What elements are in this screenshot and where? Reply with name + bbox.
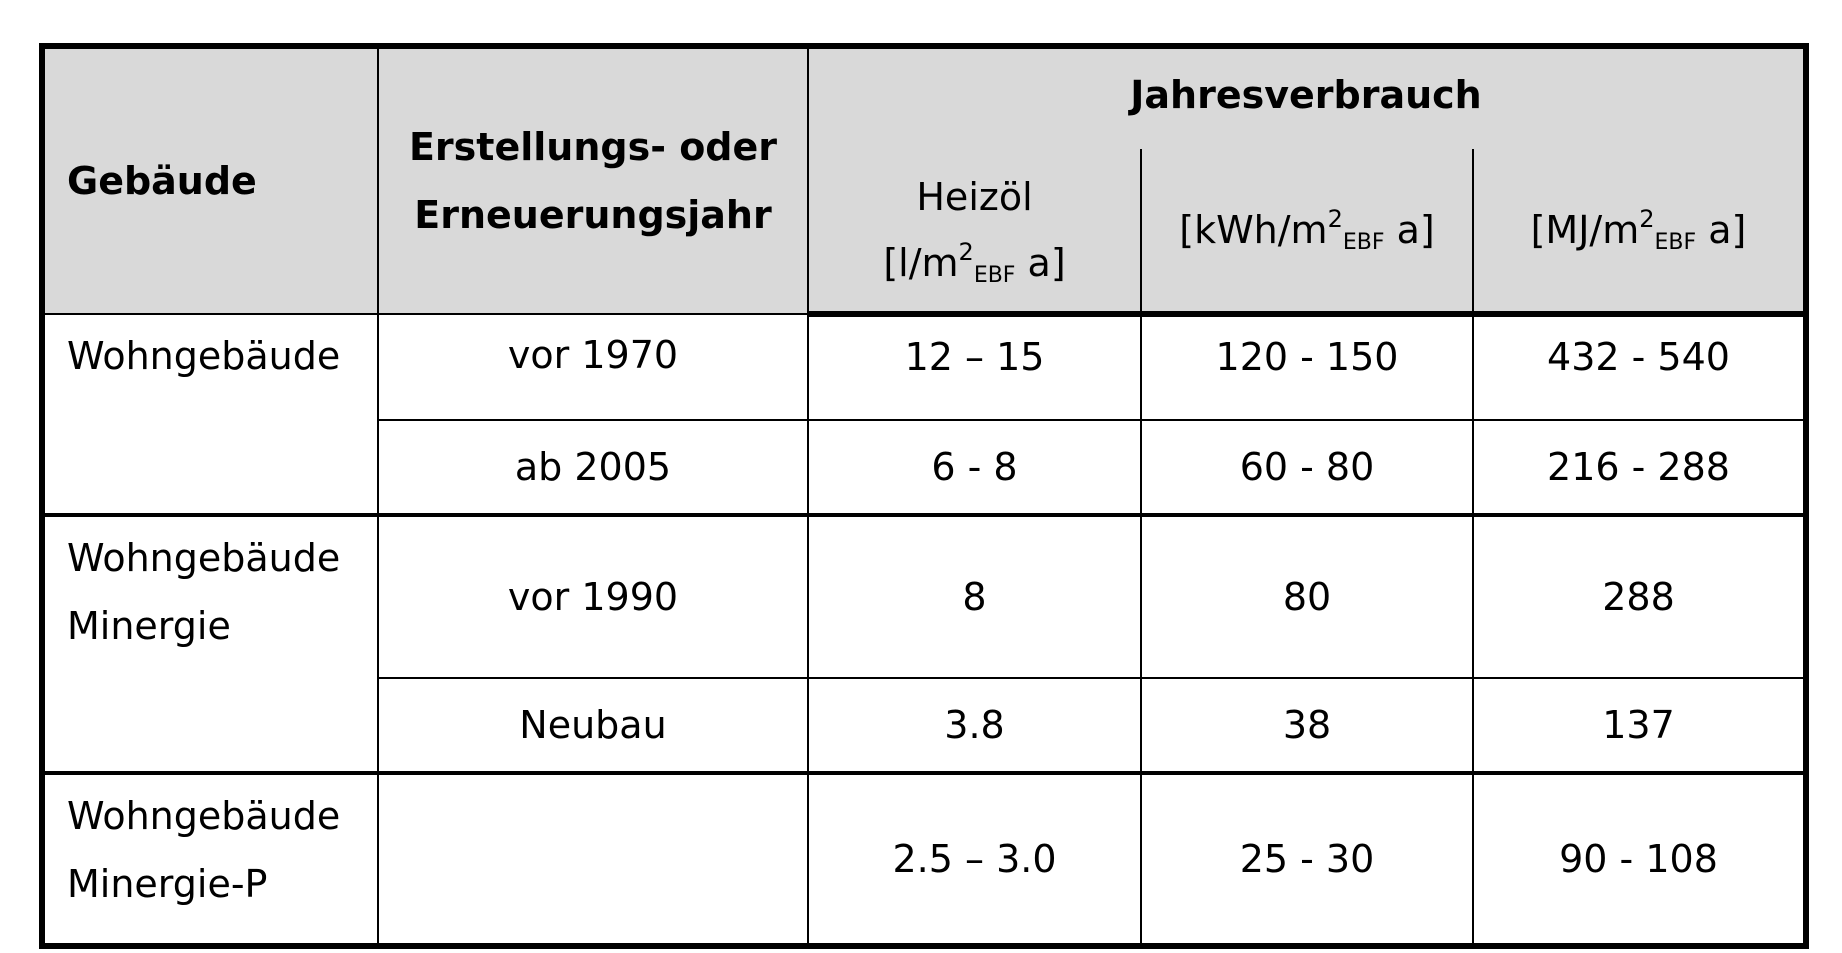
cell-jahr: vor 1990 xyxy=(377,514,809,679)
cell-mj: 288 xyxy=(1471,514,1808,679)
cell-mj: 432 - 540 xyxy=(1471,313,1808,421)
cell-heizoel: 8 xyxy=(807,514,1142,679)
cell-heizoel: 6 - 8 xyxy=(807,419,1142,517)
table-header: Gebäude Erstellungs- oder Erneuerungsjah… xyxy=(41,44,1808,317)
table-row: ab 2005 6 - 8 60 - 80 216 - 288 xyxy=(42,419,1808,517)
unit-sup: 2 xyxy=(958,238,974,267)
unit-sub: EBF xyxy=(973,263,1016,289)
header-jahr-line1: Erstellungs- oder xyxy=(408,124,778,169)
table-row: Wohngebäude Minergie vor 1990 8 80 288 xyxy=(41,514,1808,775)
header-gebaeude: Gebäude xyxy=(41,45,379,315)
unit-close: a] xyxy=(1696,207,1747,252)
cell-mj: 216 - 288 xyxy=(1471,419,1808,517)
header-heizoel: Heizöl [l/m2EBF a] xyxy=(807,149,1142,317)
unit-close: a] xyxy=(1384,207,1435,252)
consumption-table: Gebäude Erstellungs- oder Erneuerungsjah… xyxy=(39,43,1810,949)
table-body: Wohngebäude vor 1970 12 – 15 120 - 150 4… xyxy=(41,313,1808,947)
header-jahresverbrauch: Jahresverbrauch xyxy=(806,44,1808,150)
unit-sup: 2 xyxy=(1327,204,1343,233)
cell-jahr: vor 1970 xyxy=(377,313,809,421)
unit-sub: EBF xyxy=(1654,229,1697,255)
header-jahr: Erstellungs- oder Erneuerungsjahr xyxy=(377,45,809,315)
unit-close: a] xyxy=(1015,241,1066,286)
unit-open: [MJ/m xyxy=(1530,207,1640,252)
table-row: Neubau 3.8 38 137 xyxy=(42,677,1808,775)
gebaeude-line2: Minergie xyxy=(67,603,231,648)
header-mj: [MJ/m2EBF a] xyxy=(1471,149,1808,317)
cell-kwh: 80 xyxy=(1140,514,1474,679)
header-heizoel-label: Heizöl xyxy=(916,174,1033,219)
header-jahresverbrauch-label: Jahresverbrauch xyxy=(1130,73,1482,117)
unit-sub: EBF xyxy=(1342,229,1385,255)
cell-gebaeude: Wohngebäude Minergie-P xyxy=(41,772,379,947)
cell-kwh: 120 - 150 xyxy=(1140,313,1474,421)
header-kwh: [kWh/m2EBF a] xyxy=(1140,149,1474,317)
cell-kwh: 38 xyxy=(1140,677,1474,775)
cell-heizoel: 3.8 xyxy=(807,677,1142,775)
cell-jahr xyxy=(377,772,809,947)
cell-mj: 137 xyxy=(1471,677,1808,775)
header-mj-unit: [MJ/m2EBF a] xyxy=(1530,204,1747,255)
gebaeude-line2: Minergie-P xyxy=(67,861,268,906)
cell-heizoel: 12 – 15 xyxy=(807,313,1142,421)
cell-kwh: 25 - 30 xyxy=(1140,772,1474,947)
gebaeude-line1: Wohngebäude xyxy=(67,334,341,378)
consumption-table-container: Gebäude Erstellungs- oder Erneuerungsjah… xyxy=(39,43,1810,949)
unit-sup: 2 xyxy=(1639,204,1655,233)
cell-gebaeude: Wohngebäude Minergie xyxy=(41,514,379,775)
cell-jahr: Neubau xyxy=(377,677,809,775)
header-gebaeude-label: Gebäude xyxy=(67,158,257,203)
header-jahr-line2: Erneuerungsjahr xyxy=(414,193,772,237)
unit-open: [l/m xyxy=(883,241,959,286)
cell-gebaeude: Wohngebäude xyxy=(41,313,379,517)
table-row: Wohngebäude Minergie-P 2.5 – 3.0 25 - 30… xyxy=(41,772,1808,947)
cell-jahr: ab 2005 xyxy=(377,419,809,517)
gebaeude-line1: Wohngebäude xyxy=(67,536,341,580)
table-row: Wohngebäude vor 1970 12 – 15 120 - 150 4… xyxy=(41,313,1808,517)
cell-heizoel: 2.5 – 3.0 xyxy=(807,772,1142,947)
cell-mj: 90 - 108 xyxy=(1471,772,1808,947)
cell-kwh: 60 - 80 xyxy=(1140,419,1474,517)
unit-open: [kWh/m xyxy=(1179,207,1328,252)
gebaeude-line1: Wohngebäude xyxy=(67,794,341,838)
header-heizoel-unit: [l/m2EBF a] xyxy=(883,238,1066,289)
header-kwh-unit: [kWh/m2EBF a] xyxy=(1179,204,1435,255)
